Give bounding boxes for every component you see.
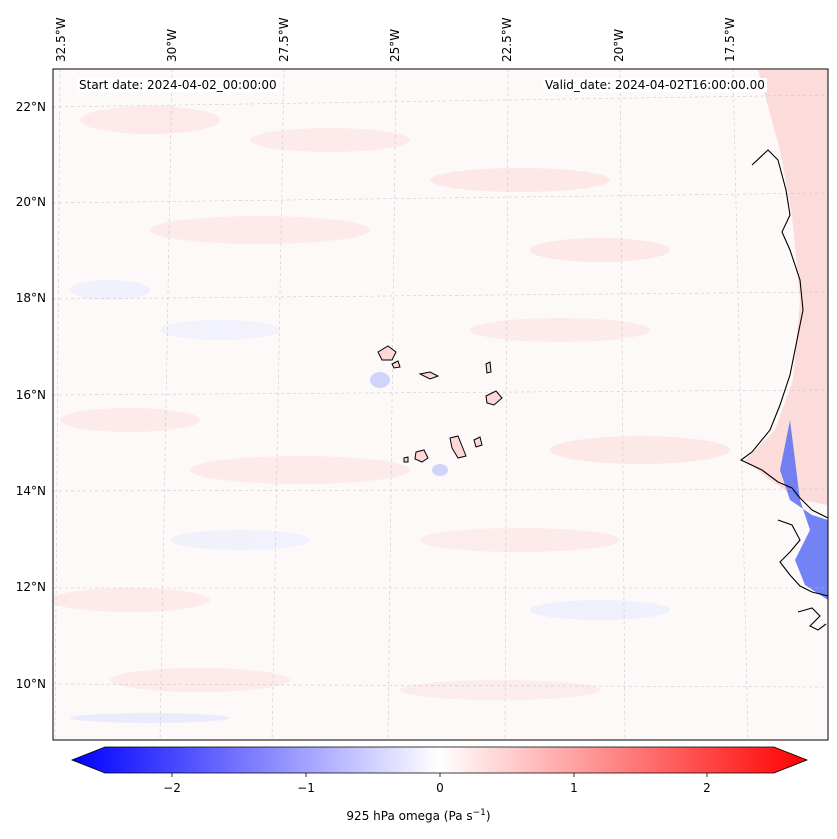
cape-verde-islands xyxy=(377,345,503,463)
start-date-label: Start date: 2024-04-02_00:00:00 xyxy=(77,78,279,92)
lat-label-18n: 18°N xyxy=(15,291,46,305)
coastal-negative-band xyxy=(780,420,828,600)
colorbar-label-sup: −1 xyxy=(472,808,486,818)
island-sao-vicente xyxy=(391,360,401,369)
lat-label-12n: 12°N xyxy=(15,580,46,594)
map-background xyxy=(53,69,828,740)
lon-label-17-5w: 17.5°W xyxy=(723,17,737,62)
lon-label-25w: 25°W xyxy=(388,28,402,62)
island-maio xyxy=(473,436,483,448)
lon-label-20w: 20°W xyxy=(612,28,626,62)
island-sal xyxy=(485,361,492,374)
cb-tick-label-1: 1 xyxy=(570,781,578,795)
colorbar-label-text: 925 hPa omega (Pa s xyxy=(346,809,473,823)
graticule xyxy=(53,69,828,740)
omega-field xyxy=(53,106,730,723)
island-brava xyxy=(403,456,409,463)
island-fogo xyxy=(414,449,429,463)
coastline xyxy=(739,149,828,631)
cb-tick-label-m1: −1 xyxy=(297,781,315,795)
colorbar-label: 925 hPa omega (Pa s−1) xyxy=(0,808,837,823)
lon-label-22-5w: 22.5°W xyxy=(500,17,514,62)
cb-tick-label-2: 2 xyxy=(703,781,711,795)
lon-label-27-5w: 27.5°W xyxy=(277,17,291,62)
lat-label-10n: 10°N xyxy=(15,677,46,691)
lon-label-30w: 30°W xyxy=(165,28,179,62)
lat-label-14n: 14°N xyxy=(15,484,46,498)
lat-label-22n: 22°N xyxy=(15,100,46,114)
cb-tick-label-0: 0 xyxy=(436,781,444,795)
cb-tick-label-m2: −2 xyxy=(163,781,181,795)
map-frame xyxy=(52,68,829,741)
valid-date-label: Valid_date: 2024-04-02T16:00:00.00 xyxy=(543,78,767,92)
lat-label-20n: 20°N xyxy=(15,195,46,209)
island-santiago xyxy=(449,435,467,459)
island-boa-vista xyxy=(485,390,503,406)
coastal-positive-band xyxy=(745,70,828,505)
island-sao-nicolau xyxy=(418,371,440,380)
lat-label-16n: 16°N xyxy=(15,388,46,402)
lon-label-32-5w: 32.5°W xyxy=(54,17,68,62)
colorbar-label-close: ) xyxy=(485,809,491,823)
island-santo-antao xyxy=(377,345,397,361)
